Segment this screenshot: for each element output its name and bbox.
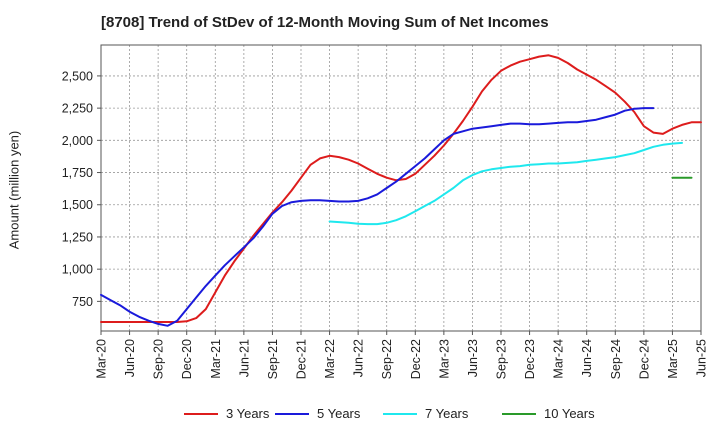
x-tick-label: Mar-21 (209, 339, 223, 379)
legend: 3 Years 5 Years 7 Years 10 Years (0, 406, 720, 426)
x-tick-label: Dec-20 (180, 339, 194, 379)
x-tick-label: Jun-24 (580, 339, 594, 377)
legend-label: 10 Years (544, 406, 595, 421)
x-tick-label: Dec-24 (637, 339, 651, 379)
x-tick-label: Mar-22 (323, 339, 337, 379)
x-tick-label: Sep-22 (380, 339, 394, 379)
x-tick-label: Mar-24 (552, 339, 566, 379)
chart-title: [8708] Trend of StDev of 12-Month Moving… (101, 14, 549, 31)
series-line-3-years (100, 54, 702, 323)
legend-swatch (184, 412, 218, 415)
tick-label-layer: 750 1,000 1,250 1,500 1,750 2,000 2,250 2,500 Ma… (62, 69, 709, 379)
x-tick-label: Mar-20 (95, 339, 109, 379)
series-line-5-years (100, 107, 655, 327)
x-tick-label: Jun-21 (237, 339, 251, 377)
series-line-7-years (328, 141, 683, 226)
legend-swatch (502, 412, 536, 415)
legend-label: 5 Years (317, 406, 361, 421)
y-tick-label: 1,500 (62, 198, 93, 212)
x-tick-label: Sep-20 (152, 339, 166, 379)
y-tick-label: 2,250 (62, 102, 93, 116)
x-tick-label: Jun-20 (123, 339, 137, 377)
legend-swatch (275, 412, 309, 415)
legend-item-3-years: 3 Years (184, 406, 269, 421)
plot-frame (100, 44, 702, 332)
legend-item-5-years: 5 Years (275, 406, 360, 421)
axis-layer (97, 44, 702, 335)
x-tick-label: Mar-25 (666, 339, 680, 379)
x-tick-label: Dec-22 (409, 339, 423, 379)
y-tick-label: 2,000 (62, 134, 93, 148)
x-tick-label: Sep-23 (495, 339, 509, 379)
y-tick-label: 750 (72, 295, 93, 309)
x-tick-label: Jun-25 (695, 339, 709, 377)
grid-layer (100, 45, 702, 331)
series-layer (100, 54, 702, 327)
legend-label: 3 Years (226, 406, 270, 421)
y-tick-label: 1,750 (62, 166, 93, 180)
legend-item-7-years: 7 Years (383, 406, 468, 421)
legend-item-10-years: 10 Years (502, 406, 595, 421)
x-tick-label: Jun-22 (352, 339, 366, 377)
x-tick-label: Dec-23 (523, 339, 537, 379)
y-tick-label: 1,250 (62, 230, 93, 244)
legend-swatch (383, 412, 417, 415)
legend-label: 7 Years (425, 406, 469, 421)
x-tick-label: Sep-21 (266, 339, 280, 379)
x-tick-label: Jun-23 (466, 339, 480, 377)
x-tick-label: Sep-24 (609, 339, 623, 379)
y-tick-label: 2,500 (62, 69, 93, 83)
x-tick-label: Mar-23 (437, 339, 451, 379)
y-tick-label: 1,000 (62, 263, 93, 277)
x-tick-label: Dec-21 (295, 339, 309, 379)
